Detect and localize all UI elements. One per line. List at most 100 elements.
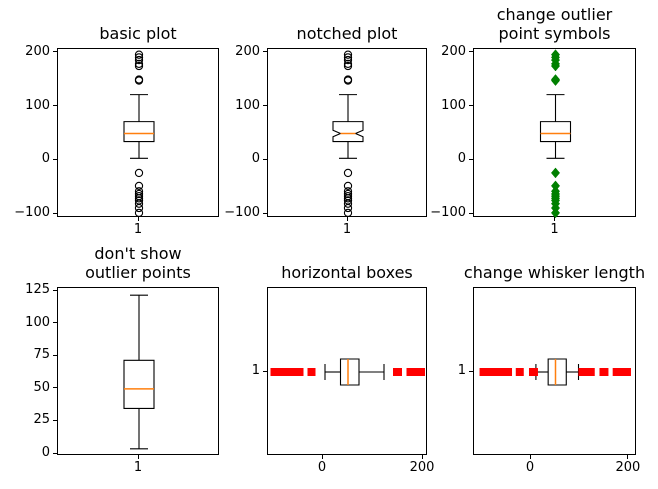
subplot-title: change outlier point symbols <box>496 5 613 44</box>
category-tick-label: 1 <box>133 222 143 237</box>
y-tick-label: 200 <box>235 43 260 59</box>
outlier-circle <box>343 59 353 68</box>
outlier-square <box>394 368 402 376</box>
x-tick-label: 0 <box>317 460 327 475</box>
outlier-circle <box>343 194 353 203</box>
axes <box>473 48 636 218</box>
subplot-title: notched plot <box>296 24 398 44</box>
x-tick-mark <box>421 455 423 459</box>
y-tick-label: 100 <box>25 315 50 331</box>
y-tick-mark <box>469 370 473 372</box>
y-tick-label: −100 <box>224 205 260 221</box>
subplot-no-outlier-points: don't show outlier points 125 100 75 50 25 0 1 <box>25 244 219 475</box>
outlier-circle <box>134 75 144 84</box>
y-tick-mark <box>263 370 267 372</box>
y-tick-mark <box>53 354 57 356</box>
y-tick-label: 100 <box>25 97 50 113</box>
outlier-square <box>295 368 304 376</box>
y-tick-label: 0 <box>457 151 466 167</box>
y-tick-mark <box>53 51 57 52</box>
y-tick-label: 75 <box>33 347 50 363</box>
y-tick-mark <box>53 105 57 106</box>
outlier-circle <box>343 208 353 218</box>
x-tick-mark <box>554 217 555 221</box>
outlier-square <box>307 368 316 376</box>
subplot-title: basic plot <box>99 24 177 44</box>
outlier-circle <box>343 50 353 59</box>
y-tick-mark <box>53 212 57 214</box>
category-tick-label: 1 <box>251 363 260 379</box>
y-tick-label: 0 <box>251 151 260 167</box>
box <box>123 359 155 410</box>
outlier-square <box>529 368 538 376</box>
y-tick-label: 0 <box>41 445 50 461</box>
category-tick-label: 1 <box>550 222 559 237</box>
x-tick-mark <box>137 455 139 459</box>
outlier-circle <box>343 53 353 62</box>
outlier-circle <box>343 203 353 213</box>
y-tick-mark <box>469 51 473 52</box>
y-tick-label: 50 <box>33 380 50 396</box>
axes <box>57 287 219 455</box>
axes <box>267 287 427 455</box>
outlier-circle <box>134 53 144 62</box>
outlier-circle <box>134 181 144 191</box>
outlier-square <box>483 368 492 376</box>
y-tick-mark <box>53 322 57 324</box>
outlier-square <box>504 368 513 376</box>
outlier-square <box>515 368 524 376</box>
outlier-circle <box>134 61 144 71</box>
box <box>547 358 567 386</box>
x-tick-mark <box>321 455 323 459</box>
y-tick-label: 200 <box>25 43 50 59</box>
y-tick-label: 125 <box>25 282 50 298</box>
category-tick-label: 1 <box>342 222 352 237</box>
x-tick-label: 200 <box>615 460 641 475</box>
outlier-circle <box>343 61 353 71</box>
axes <box>267 48 427 218</box>
outlier-circle <box>343 199 353 208</box>
box <box>123 121 155 143</box>
y-tick-mark <box>53 387 57 389</box>
y-tick-mark <box>469 158 473 160</box>
outlier-square <box>600 368 609 376</box>
y-tick-label: 25 <box>33 412 50 428</box>
y-tick-mark <box>263 212 267 214</box>
outlier-circle <box>343 181 353 191</box>
x-tick-label: 0 <box>525 460 535 475</box>
subplot-change-whisker-length: change whisker length 0 200 1 <box>458 263 645 475</box>
outlier-circle <box>343 168 353 178</box>
outlier-circle <box>134 194 144 203</box>
y-tick-label: −100 <box>430 205 466 221</box>
outlier-square <box>622 368 631 376</box>
y-tick-mark <box>53 289 57 291</box>
category-tick-label: 1 <box>457 363 466 379</box>
y-tick-mark <box>263 51 267 52</box>
outlier-circle <box>134 55 144 65</box>
x-tick-mark <box>627 455 629 459</box>
boxplot-svg <box>123 294 155 450</box>
outlier-diamond <box>550 207 561 218</box>
outlier-circle <box>134 199 144 208</box>
outlier-circle <box>343 75 353 84</box>
subplot-title: don't show outlier points <box>85 244 191 283</box>
outlier-square <box>479 368 488 376</box>
y-tick-mark <box>263 105 267 106</box>
outlier-square <box>581 368 590 376</box>
x-tick-mark <box>529 455 531 459</box>
boxplot-svg <box>479 358 631 386</box>
outlier-diamond <box>550 167 561 179</box>
boxplot-svg <box>270 358 425 386</box>
outlier-circle <box>134 168 144 178</box>
y-tick-label: 0 <box>41 151 50 167</box>
outlier-circle <box>134 189 144 199</box>
axes <box>57 48 219 218</box>
outlier-circle <box>134 203 144 213</box>
subplot-title: horizontal boxes <box>281 263 413 283</box>
outlier-circle <box>134 208 144 218</box>
y-tick-mark <box>53 419 57 421</box>
y-tick-mark <box>469 212 473 214</box>
y-tick-label: 200 <box>441 43 466 59</box>
outlier-circle <box>343 189 353 199</box>
